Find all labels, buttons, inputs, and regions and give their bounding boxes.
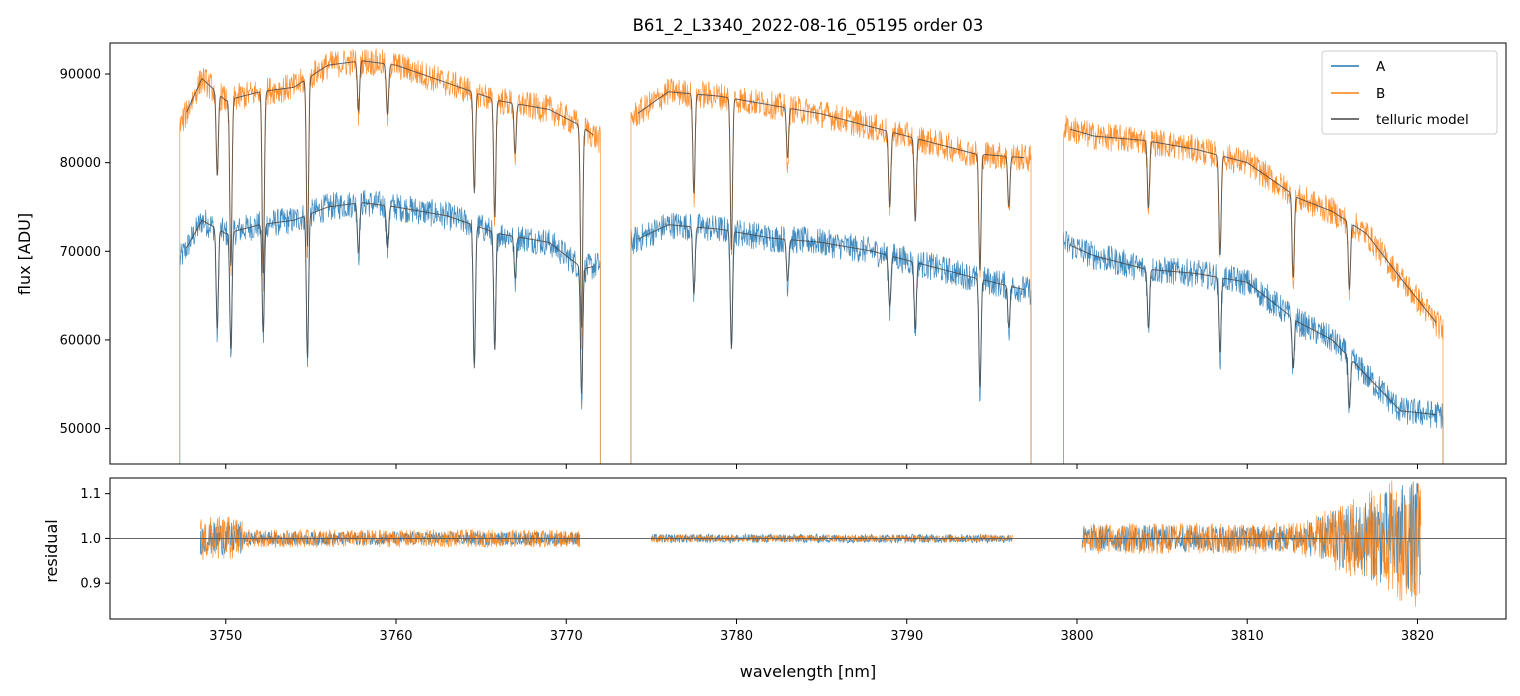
- telluric-model-line-b: [1070, 128, 1437, 323]
- top-x-axis: [225, 464, 1418, 469]
- residual-b-line: [199, 516, 581, 560]
- top-y-tick-label: 70000: [60, 245, 101, 260]
- residual-b-line: [651, 533, 1013, 544]
- legend-box: [1321, 50, 1498, 135]
- series-b-line: [1063, 115, 1444, 464]
- chart-title: B61_2_L3340_2022-08-16_05195 order 03: [633, 16, 984, 36]
- top-y-axis: 50000 60000 70000 80000 90000: [60, 68, 110, 437]
- top-y-tick-label: 80000: [60, 156, 101, 171]
- telluric-model-line-a: [1069, 244, 1437, 416]
- top-y-tick-label: 60000: [60, 333, 101, 348]
- top-series-group: [179, 48, 1444, 464]
- top-y-tick-label: 50000: [60, 422, 101, 437]
- x-tick-label: 3820: [1401, 629, 1434, 644]
- residual-a-line: [1081, 481, 1422, 597]
- telluric-model-line-a: [186, 202, 594, 394]
- x-tick-label: 3780: [720, 629, 753, 644]
- telluric-model-line-a: [637, 224, 1025, 388]
- bottom-y-axis: 0.9 1.0 1.1: [80, 487, 110, 592]
- bottom-series-group: [199, 480, 1422, 607]
- residual-b-line: [1081, 480, 1422, 607]
- legend: A B telluric model: [1321, 50, 1498, 135]
- series-a-line: [1063, 230, 1444, 464]
- top-panel: 50000 60000 70000 80000 90000 flux [ADU] A B…: [15, 42, 1507, 469]
- bottom-panel: 0.9 1.0 1.1 3750 3760 3770 3780 3790 3800 3810 38…: [42, 477, 1507, 681]
- bottom-x-axis: 3750 3760 3770 3780 3790 3800 3810 3820: [209, 619, 1434, 644]
- top-y-tick-label: 90000: [60, 68, 101, 83]
- legend-label-telluric: telluric model: [1376, 112, 1469, 128]
- x-tick-label: 3770: [550, 629, 583, 644]
- x-tick-label: 3790: [890, 629, 923, 644]
- bottom-y-tick-label: 0.9: [80, 577, 101, 592]
- bottom-y-axis-label: residual: [42, 519, 61, 582]
- x-tick-label: 3760: [379, 629, 412, 644]
- series-b-line: [179, 48, 601, 464]
- bottom-y-tick-label: 1.1: [80, 487, 101, 502]
- series-a-line: [630, 212, 1032, 464]
- series-b-line: [630, 78, 1032, 464]
- x-tick-label: 3750: [209, 629, 242, 644]
- x-tick-label: 3800: [1060, 629, 1093, 644]
- x-tick-label: 3810: [1231, 629, 1264, 644]
- telluric-model-line-b: [186, 60, 594, 328]
- telluric-model-line-b: [637, 91, 1025, 271]
- legend-label-b: B: [1376, 86, 1385, 102]
- series-a-line: [179, 189, 601, 464]
- x-axis-label: wavelength [nm]: [740, 662, 877, 681]
- top-plot-frame: [109, 42, 1507, 465]
- bottom-plot-frame: [109, 477, 1507, 620]
- legend-label-a: A: [1376, 59, 1386, 75]
- top-y-axis-label: flux [ADU]: [15, 213, 34, 295]
- residual-a-line: [199, 521, 581, 556]
- bottom-y-tick-label: 1.0: [80, 532, 101, 547]
